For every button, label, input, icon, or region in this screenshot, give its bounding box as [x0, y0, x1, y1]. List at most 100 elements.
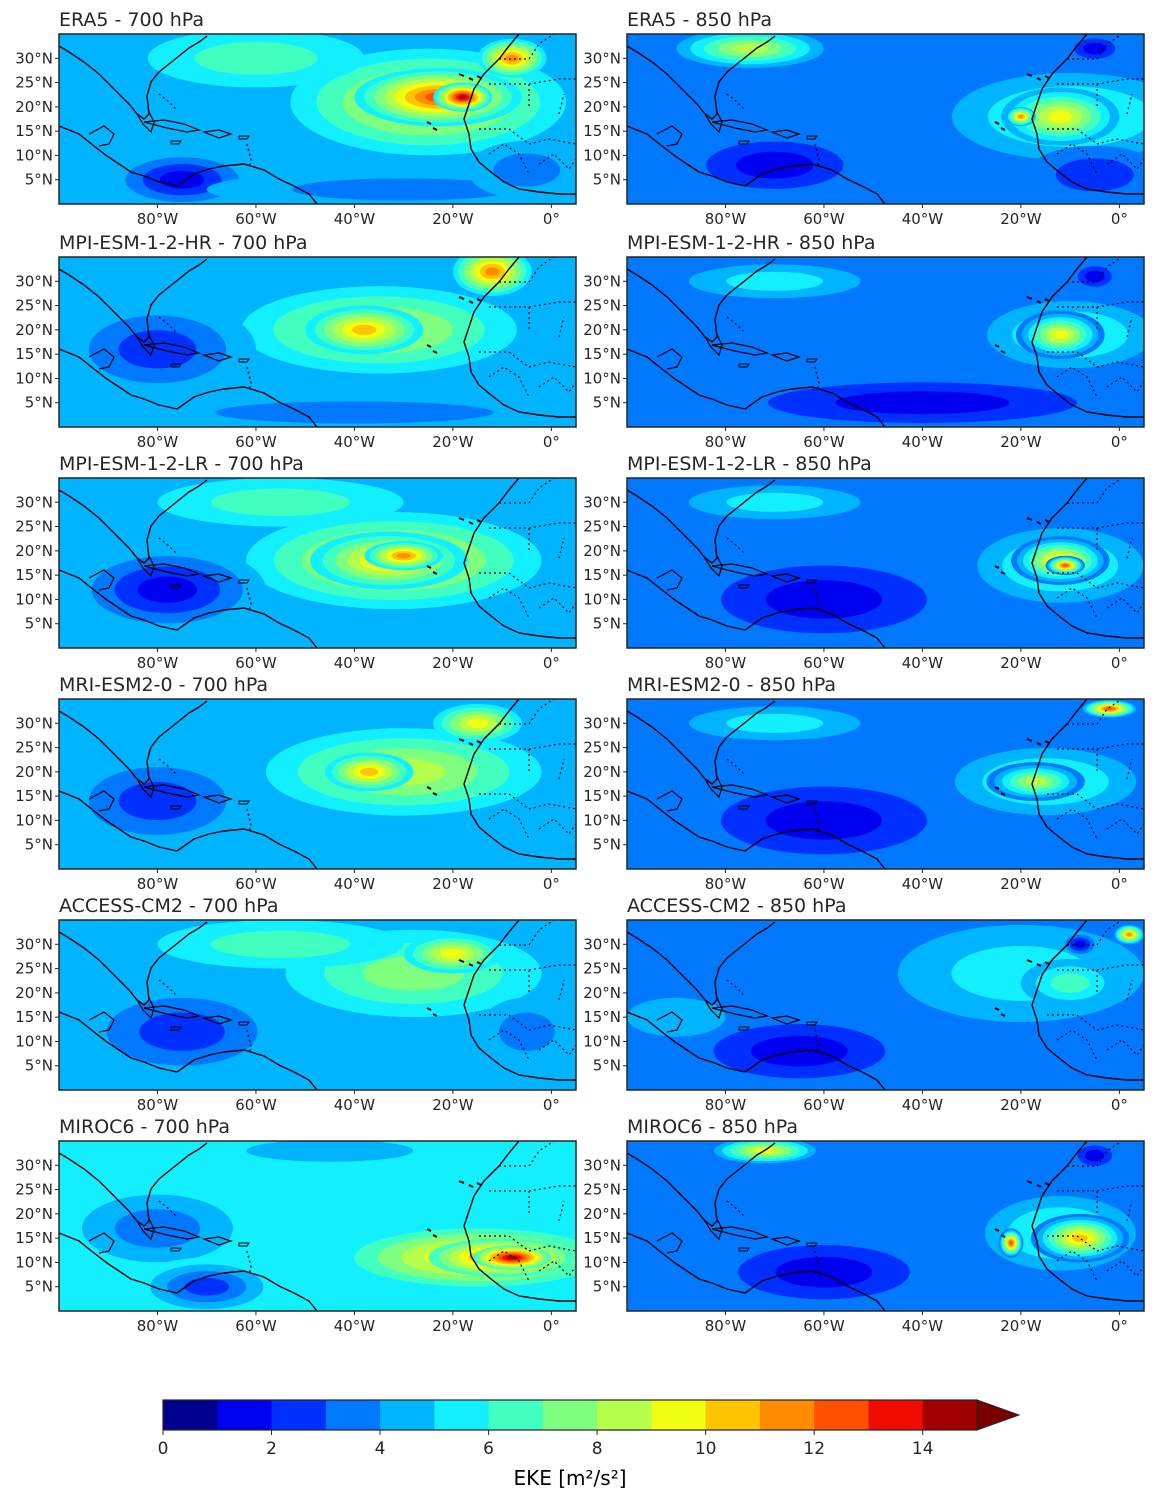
lat-tick-label: 25°N: [583, 960, 621, 978]
contour-region: [360, 767, 379, 776]
lon-tick-label: 0°: [1111, 654, 1128, 672]
lat-tick-label: 20°N: [15, 984, 53, 1002]
lon-tick-label: 0°: [1111, 1317, 1128, 1335]
panel-title: MPI-ESM-1-2-LR - 850 hPa: [627, 453, 872, 475]
map-area: [59, 920, 576, 1090]
lat-tick-label: 30°N: [15, 49, 53, 67]
colorbar-tick-label: 8: [592, 1439, 603, 1459]
lat-tick-label: 25°N: [15, 74, 53, 92]
contour-region: [726, 713, 824, 733]
lon-tick-label: 60°W: [803, 433, 845, 451]
lat-tick-label: 15°N: [15, 1008, 53, 1026]
lon-tick-label: 0°: [543, 1096, 560, 1114]
map-area: [59, 478, 576, 648]
contour-region: [210, 488, 351, 517]
panel-title: MPI-ESM-1-2-LR - 700 hPa: [59, 453, 304, 475]
lon-tick-label: 0°: [1111, 210, 1128, 228]
contour-region: [459, 95, 467, 99]
lon-tick-label: 80°W: [705, 433, 747, 451]
colorbar-extend-arrow: [976, 1399, 1021, 1431]
lat-tick-label: 15°N: [583, 1008, 621, 1026]
colorbar-cells: [162, 1399, 1021, 1431]
lon-tick-label: 20°W: [1000, 433, 1042, 451]
lat-tick-label: 25°N: [15, 1181, 53, 1199]
panel-title: MRI-ESM2-0 - 700 hPa: [59, 674, 268, 696]
map-area: [627, 478, 1144, 648]
contour-region: [498, 1012, 555, 1051]
lat-tick-label: 5°N: [593, 1057, 621, 1075]
contour-region: [735, 151, 814, 179]
lat-tick-label: 20°N: [583, 1205, 621, 1223]
contour-region: [182, 825, 576, 869]
lon-tick-label: 0°: [543, 433, 560, 451]
lat-tick-label: 25°N: [583, 74, 621, 92]
lat-tick-label: 30°N: [583, 272, 621, 290]
lat-tick-label: 20°N: [15, 98, 53, 116]
lat-tick-label: 15°N: [15, 566, 53, 584]
contour-region: [1072, 1234, 1088, 1242]
map-panel: ERA5 - 700 hPa 80°W 60°W 40°W 20°W 0° 5°N 10°N 1…: [15, 9, 577, 228]
map-panel: MIROC6 - 850 hPa 80°W 60°W 40°W 20°W 0° 5°N 10°…: [583, 1116, 1145, 1335]
lon-tick-label: 0°: [543, 210, 560, 228]
lat-tick-label: 10°N: [583, 811, 621, 829]
contour-region: [1018, 115, 1024, 119]
map-panel: MPI-ESM-1-2-LR - 850 hPa 80°W 60°W 40°W 20°W…: [583, 453, 1145, 672]
contour-region: [1009, 1241, 1013, 1245]
contour-region: [1085, 270, 1105, 283]
lon-tick-label: 80°W: [137, 1096, 179, 1114]
lat-tick-label: 30°N: [583, 935, 621, 953]
contour-region: [139, 1012, 225, 1051]
lat-tick-label: 30°N: [583, 1156, 621, 1174]
lat-tick-label: 20°N: [15, 763, 53, 781]
contour-region: [137, 576, 198, 603]
contour-region: [246, 1141, 414, 1162]
colorbar-tick-label: 2: [266, 1439, 277, 1459]
contour-region: [215, 401, 494, 424]
lon-tick-label: 20°W: [432, 875, 474, 893]
lon-tick-label: 40°W: [902, 1096, 944, 1114]
lat-tick-label: 15°N: [15, 122, 53, 140]
contour-region: [396, 553, 411, 559]
colorbar-cell: [163, 1400, 218, 1430]
lon-tick-label: 80°W: [137, 1317, 179, 1335]
panel-title: MIROC6 - 700 hPa: [59, 1116, 230, 1138]
panel-title: MIROC6 - 850 hPa: [627, 1116, 798, 1138]
contour-region: [210, 930, 351, 959]
lat-tick-label: 20°N: [583, 98, 621, 116]
lon-tick-label: 80°W: [137, 433, 179, 451]
lon-tick-label: 60°W: [235, 654, 277, 672]
panel-frame: [626, 1140, 1145, 1312]
colorbar-cell: [868, 1400, 924, 1430]
contour-region: [775, 1256, 873, 1288]
colorbar-tick-label: 6: [483, 1439, 494, 1459]
map-panel: MIROC6 - 700 hPa 80°W 60°W 40°W 20°W 0° 5°N 10°…: [15, 1116, 577, 1335]
lat-tick-label: 20°N: [15, 542, 53, 560]
lat-tick-label: 30°N: [15, 714, 53, 732]
lat-tick-label: 5°N: [593, 1278, 621, 1296]
contour-region: [184, 1277, 230, 1296]
contour-region: [292, 178, 515, 201]
lat-tick-label: 10°N: [583, 1253, 621, 1271]
lat-tick-label: 15°N: [15, 787, 53, 805]
lon-tick-label: 80°W: [705, 654, 747, 672]
lat-tick-label: 5°N: [593, 394, 621, 412]
lat-tick-label: 25°N: [583, 518, 621, 536]
lat-tick-label: 20°N: [15, 321, 53, 339]
map-panel: MPI-ESM-1-2-LR - 700 hPa 80°W 60°W 40°W 20°W…: [15, 453, 577, 672]
contour-region: [1055, 158, 1134, 192]
panel-title: ERA5 - 850 hPa: [627, 9, 772, 31]
lon-tick-label: 20°W: [432, 433, 474, 451]
lat-tick-label: 25°N: [583, 297, 621, 315]
lat-tick-label: 10°N: [583, 1032, 621, 1050]
contour-region: [506, 1255, 518, 1260]
lat-tick-label: 15°N: [583, 566, 621, 584]
lon-tick-label: 60°W: [803, 875, 845, 893]
lat-tick-label: 10°N: [15, 369, 53, 387]
colorbar-cell: [759, 1400, 815, 1430]
lat-tick-label: 15°N: [583, 122, 621, 140]
map-area: [627, 920, 1144, 1090]
colorbar-tick-label: 0: [158, 1439, 169, 1459]
colorbar-ticks: 0 2 4 6 8 10 12 14: [158, 1430, 934, 1459]
lat-tick-label: 20°N: [583, 542, 621, 560]
